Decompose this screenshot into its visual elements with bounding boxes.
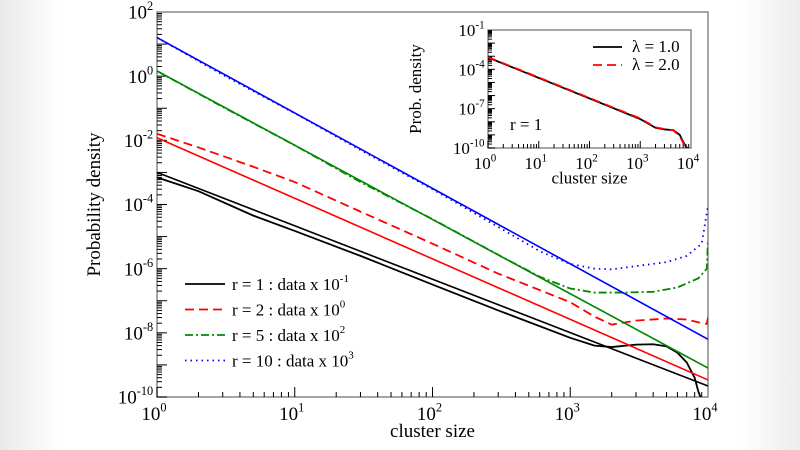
inset-legend-label: λ = 1.0 [632,37,680,56]
series-group [157,36,708,397]
legend: r = 1 : data x 10-1 r = 2 : data x 100 r =… [185,273,354,371]
series-group [488,56,689,148]
y-tick-label: 10-4 [458,59,485,80]
y-tick-label: 10-8 [124,320,153,345]
data-series-2 [488,56,687,148]
x-tick-label: 101 [524,152,547,173]
data-series-1 [157,176,702,397]
y-tick-label: 100 [128,63,153,88]
x-tick-label: 100 [141,400,166,425]
y-tick-label: 10-4 [124,192,153,217]
y-tick-label: 10-10 [453,137,485,158]
data-series-2 [157,132,708,326]
inset-legend-label: λ = 2.0 [632,55,680,74]
y-tick-label: 10-6 [124,256,153,281]
x-tick-label: 102 [575,152,598,173]
ticks [487,30,690,149]
x-tick-label: 100 [474,152,497,173]
legend-label: r = 5 : data x 102 [232,324,345,345]
y-tick-label: 102 [128,0,153,24]
x-axis-label: cluster size [552,169,628,188]
fit-line-2 [157,137,708,381]
y-tick-label: 10-7 [458,98,485,119]
y-tick-label: 10-2 [124,127,153,152]
x-tick-label: 103 [626,152,649,173]
x-tick-label: 104 [677,152,700,173]
x-tick-label: 104 [692,400,717,425]
fit-line-3 [157,70,708,369]
legend-label: r = 1 : data x 10-1 [232,273,349,294]
y-axis-label: Prob. density [406,44,425,134]
data-series-4 [157,36,708,271]
inset-annotation: r = 1 [510,115,542,134]
legend-label: r = 2 : data x 100 [232,299,346,320]
y-tick-label: 10-1 [458,19,484,40]
inset-plot: 100 101 102 103 104 10-10 10-7 10-4 10-1 cluster … [406,19,700,187]
x-axis-label: cluster size [390,421,475,442]
legend-label: r = 10 : data x 103 [232,350,354,371]
x-tick-label: 103 [555,400,580,425]
fit-line-1 [157,171,708,387]
x-tick-label: 101 [279,400,304,425]
data-series-3 [157,70,708,294]
x-tick-label: 102 [417,400,442,425]
ticks [156,12,703,398]
y-tick-label: 10-10 [118,384,153,409]
y-axis-label: Probability density [84,132,105,277]
